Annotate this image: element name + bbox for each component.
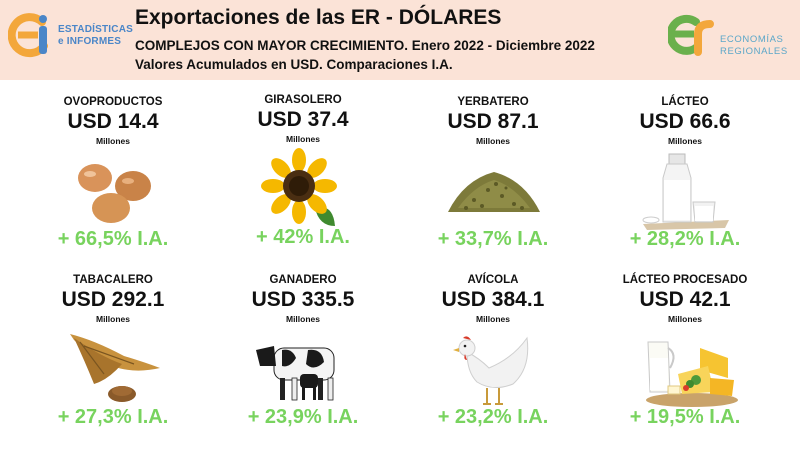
card-growth: + 28,2% I.A. [629, 228, 741, 250]
page-subtitle-1: COMPLEJOS CON MAYOR CRECIMIENTO. Enero 2… [135, 38, 595, 53]
card-name: TABACALERO [73, 274, 153, 286]
card-unit: Millones [667, 314, 702, 324]
chicken-icon [453, 336, 529, 405]
yerba-icon [448, 172, 540, 212]
card-growth: + 33,7% I.A. [437, 228, 549, 250]
card-value: USD 37.4 [257, 108, 349, 131]
milk-icon [642, 153, 729, 230]
card-growth: + 66,5% I.A. [57, 228, 169, 250]
eggs-icon [78, 164, 151, 223]
card-name: LÁCTEO PROCESADO [622, 274, 748, 286]
card-ganadero: GANADERO USD 335.5 Millones + 23,9% I.A. [208, 274, 398, 450]
card-growth: + 23,2% I.A. [437, 406, 549, 428]
logo-left-line-1: ESTADÍSTICAS [58, 24, 133, 35]
card-growth: + 42% I.A. [256, 226, 350, 248]
card-value: USD 384.1 [441, 288, 545, 311]
card-growth: + 23,9% I.A. [247, 406, 359, 428]
estadisticas-logo: ESTADÍSTICAS e INFORMES [8, 12, 133, 62]
card-unit: Millones [285, 134, 320, 144]
card-value: USD 87.1 [447, 110, 539, 133]
card-lacteo-procesado: LÁCTEO PROCESADO USD 42.1 Millones + 19,… [590, 274, 780, 450]
cheese-icon [646, 341, 738, 407]
card-value: USD 42.1 [639, 288, 731, 311]
card-value: USD 66.6 [639, 110, 731, 133]
card-name: LÁCTEO [661, 96, 709, 108]
economias-regionales-logo: ECONOMÍAS REGIONALES [668, 12, 796, 64]
card-unit: Millones [95, 314, 130, 324]
logo-right-line-2: REGIONALES [720, 46, 788, 57]
card-name: AVÍCOLA [467, 274, 519, 286]
tobacco-icon [70, 334, 160, 402]
sunflower-icon [261, 148, 337, 226]
card-name: GIRASOLERO [264, 94, 342, 106]
card-value: USD 335.5 [251, 288, 355, 311]
card-unit: Millones [667, 136, 702, 146]
card-name: YERBATERO [457, 96, 529, 108]
ei-logo-icon [8, 13, 48, 58]
card-value: USD 292.1 [61, 288, 165, 311]
card-unit: Millones [285, 314, 320, 324]
page-subtitle-2: Valores Acumulados en USD. Comparaciones… [135, 57, 453, 72]
header-banner: ESTADÍSTICAS e INFORMES Exportaciones de… [0, 0, 800, 80]
card-yerbatero: YERBATERO USD 87.1 Millones + 33,7% I.A. [398, 96, 588, 276]
page-title: Exportaciones de las ER - DÓLARES [135, 6, 502, 29]
card-growth: + 27,3% I.A. [57, 406, 169, 428]
card-avicola: AVÍCOLA USD 384.1 Millones + 23,2% I.A. [398, 274, 588, 450]
card-name: GANADERO [269, 274, 337, 286]
logo-left-line-2: e INFORMES [58, 36, 122, 47]
card-unit: Millones [95, 136, 130, 146]
card-value: USD 14.4 [67, 110, 159, 133]
card-girasolero: GIRASOLERO USD 37.4 Millones + 42% I.A. [208, 94, 398, 274]
card-tabacalero: TABACALERO USD 292.1 Millones + 27,3% I.… [18, 274, 208, 450]
card-unit: Millones [475, 314, 510, 324]
card-growth: + 19,5% I.A. [629, 406, 741, 428]
card-unit: Millones [475, 136, 510, 146]
er-logo-icon [668, 14, 714, 56]
cow-icon [256, 346, 335, 401]
card-name: OVOPRODUCTOS [63, 96, 163, 108]
logo-right-line-1: ECONOMÍAS [720, 34, 784, 45]
card-lacteo: LÁCTEO USD 66.6 Millones + 28,2% I.A. [590, 96, 780, 276]
card-ovoproductos: OVOPRODUCTOS USD 14.4 Millones + 66,5% I… [18, 96, 208, 276]
